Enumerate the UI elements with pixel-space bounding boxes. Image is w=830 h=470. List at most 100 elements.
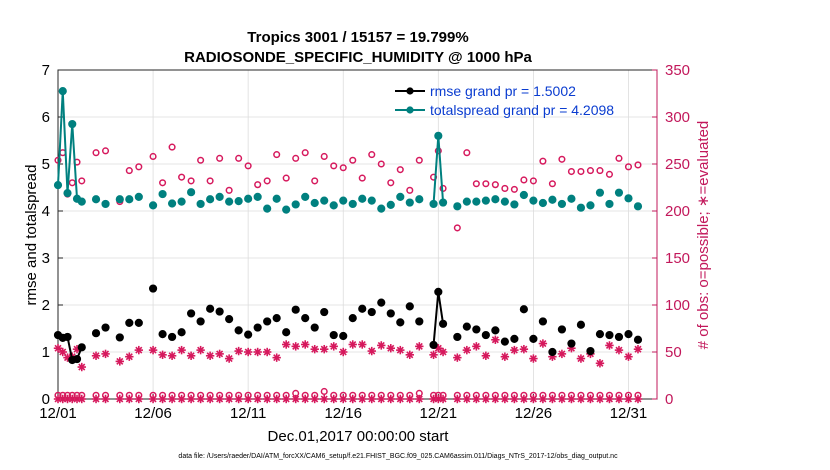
evaluated-obs-point: [339, 394, 348, 404]
rmse-point: [329, 330, 338, 340]
rmse-point: [225, 315, 234, 324]
evaluated-obs-point: [519, 394, 529, 404]
possible-obs-point: [339, 164, 347, 172]
possible-obs-point: [235, 154, 243, 162]
evaluated-obs-point: [77, 362, 86, 372]
rmse-point: [633, 335, 643, 344]
spread-point: [187, 188, 196, 197]
spread-point: [196, 199, 205, 209]
evaluated-obs-point: [310, 344, 319, 354]
evaluated-obs-point: [510, 345, 519, 355]
right-tick-label: 300: [665, 109, 690, 126]
evaluated-obs-point: [386, 394, 395, 404]
spread-point: [633, 202, 643, 211]
evaluated-obs-point: [205, 351, 215, 360]
evaluated-obs-point: [58, 347, 67, 357]
possible-obs-point: [501, 184, 509, 192]
spread-point: [282, 205, 291, 214]
x-axis-label: Dec.01,2017 00:00:00 start: [268, 428, 450, 445]
spread-point: [177, 197, 186, 206]
evaluated-obs-point: [243, 394, 253, 404]
evaluated-obs-point: [115, 394, 125, 404]
evaluated-obs-point: [567, 394, 576, 404]
chart-title: Tropics 3001 / 15157 = 19.799%: [247, 29, 468, 46]
spread-point: [63, 189, 72, 198]
evaluated-obs-point: [405, 350, 414, 360]
left-tick-label: 4: [42, 203, 50, 220]
spread-point: [567, 194, 576, 203]
rmse-point: [462, 322, 471, 331]
series-segment: [432, 135, 440, 205]
x-tick-label: 12/31: [610, 405, 648, 422]
possible-obs-point: [273, 151, 281, 159]
spread-point: [453, 202, 462, 211]
spread-point: [500, 197, 509, 206]
spread-point: [472, 197, 481, 206]
spread-point: [557, 199, 567, 209]
spread-point: [53, 181, 63, 190]
evaluated-obs-point: [595, 394, 605, 404]
spread-point: [386, 200, 395, 209]
possible-obs-point: [368, 151, 376, 159]
evaluated-obs-point: [472, 394, 481, 404]
evaluated-obs-point: [125, 352, 134, 361]
rmse-point: [263, 317, 272, 326]
evaluated-obs-point: [396, 394, 405, 404]
rmse-point: [134, 318, 143, 327]
spread-point: [225, 197, 234, 206]
spread-point: [68, 119, 77, 129]
spread-point: [329, 201, 338, 210]
possible-obs-point: [529, 177, 537, 185]
rmse-point: [586, 346, 595, 356]
spread-point: [434, 131, 443, 140]
right-tick-label: 200: [665, 203, 690, 220]
rmse-point: [567, 339, 576, 348]
evaluated-obs-point: [115, 357, 125, 366]
evaluated-obs-point: [557, 349, 567, 359]
possible-obs-point: [216, 154, 224, 162]
series-segment: [71, 123, 79, 199]
evaluated-obs-point: [281, 394, 291, 404]
evaluated-obs-point: [429, 350, 438, 360]
right-tick-label: 50: [665, 344, 682, 361]
evaluated-obs-point: [177, 394, 186, 404]
possible-obs-point: [387, 179, 395, 187]
series-segment: [57, 91, 64, 186]
evaluated-obs-point: [358, 340, 367, 349]
evaluated-obs-point: [167, 351, 177, 360]
chart-subtitle: RADIOSONDE_SPECIFIC_HUMIDITY @ 1000 hPa: [184, 49, 532, 66]
evaluated-obs-point: [224, 394, 234, 404]
evaluated-obs-point: [633, 394, 643, 404]
spread-point: [624, 194, 633, 203]
spread-point: [405, 198, 414, 207]
spread-point: [125, 195, 134, 204]
possible-obs-point: [577, 167, 585, 176]
rmse-point: [320, 307, 329, 317]
evaluated-obs-point: [462, 345, 472, 355]
legend: rmse grand pr = 1.5002 totalspread grand …: [395, 83, 614, 118]
possible-obs-point: [149, 152, 157, 161]
spread-point: [291, 200, 300, 209]
rmse-point: [500, 337, 509, 346]
evaluated-obs-point: [405, 394, 414, 404]
spread-point: [244, 194, 253, 203]
evaluated-obs-point: [167, 394, 177, 404]
rmse-point: [434, 287, 443, 296]
possible-obs-point: [358, 174, 366, 182]
evaluated-obs-point: [624, 394, 633, 404]
possible-obs-point: [605, 170, 614, 178]
left-tick-label: 3: [42, 250, 50, 267]
possible-obs-point: [101, 147, 110, 155]
rmse-point: [624, 330, 633, 339]
legend-marker: [406, 106, 414, 114]
possible-obs-point: [301, 149, 309, 157]
series-segment: [61, 91, 69, 194]
left-tick-label: 6: [42, 109, 50, 126]
rmse-point: [301, 314, 310, 323]
spread-point: [91, 195, 101, 204]
spread-point: [429, 199, 438, 209]
evaluated-obs-point: [438, 347, 448, 357]
rmse-point: [429, 340, 438, 350]
